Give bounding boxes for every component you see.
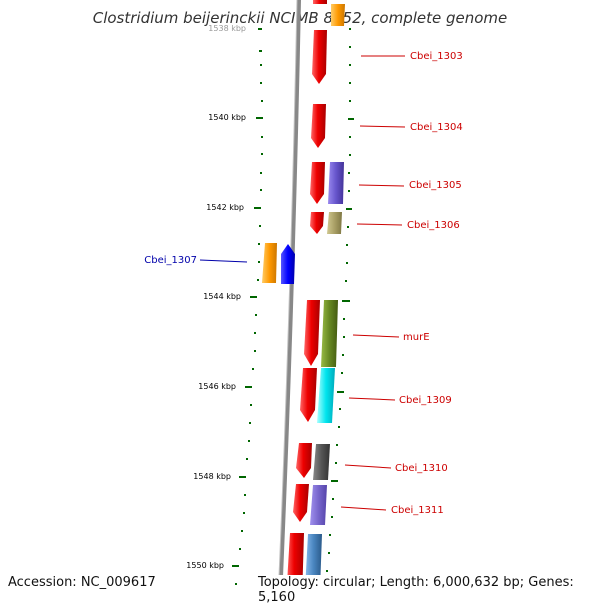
gene-arrow-cbei-1303[interactable] (312, 30, 327, 84)
gene-arrow-cbei-1304[interactable] (311, 104, 326, 148)
gene-label-cbei-1306[interactable]: Cbei_1306 (407, 220, 460, 231)
gene-arrow-cyan-1309[interactable] (317, 368, 335, 423)
gene-label-cbei-1304[interactable]: Cbei_1304 (410, 122, 463, 133)
gene-label-cbei-1305[interactable]: Cbei_1305 (409, 180, 462, 191)
gene-arrow-cbei-1309[interactable] (300, 368, 317, 422)
scale-label: 1540 kbp (208, 113, 246, 122)
scale-ruler-right (326, 28, 354, 572)
accession-text: Accession: NC_009617 (8, 575, 156, 590)
gene-arrow-mure-red[interactable] (304, 300, 320, 366)
gene-arrow-cbei-1310[interactable] (296, 443, 312, 478)
gene-arrow-olive-mure[interactable] (321, 300, 338, 367)
scale-label: 1550 kbp (186, 561, 224, 570)
gene-label-cbei-1310[interactable]: Cbei_1310 (395, 463, 448, 474)
gene-arrow-cbei-1302[interactable] (313, 0, 327, 4)
scale-label: 1542 kbp (206, 203, 244, 212)
gene-arrow-cbei-1306[interactable] (310, 212, 324, 234)
gene-arrow-cbei-1311[interactable] (293, 484, 309, 522)
scale-label: 1548 kbp (193, 472, 231, 481)
genome-backbone-highlight (277, 0, 298, 600)
gene-arrow-purple-1305[interactable] (328, 162, 344, 204)
genome-backbone (278, 0, 301, 600)
gene-arrow-khaki-1306[interactable] (327, 212, 342, 234)
scale-label: 1544 kbp (203, 292, 241, 301)
gene-arrow-orange-1307[interactable] (262, 243, 277, 283)
gene-arrow-lavender-1311[interactable] (310, 485, 327, 525)
gene-arrow-orange-top[interactable] (331, 4, 345, 26)
gene-label-cbei-1303[interactable]: Cbei_1303 (410, 51, 463, 62)
scale-label: 1546 kbp (198, 382, 236, 391)
gene-label-mure[interactable]: murE (403, 332, 430, 343)
gene-label-cbei-1309[interactable]: Cbei_1309 (399, 395, 452, 406)
gene-label-cbei-1311[interactable]: Cbei_1311 (391, 505, 444, 516)
scale-label: 1538 kbp (208, 24, 246, 33)
gene-arrow-blue-1307[interactable] (281, 244, 295, 284)
topology-text: Topology: circular; Length: 6,000,632 bp… (258, 575, 600, 605)
gene-label-cbei-1307[interactable]: Cbei_1307 (144, 255, 197, 266)
scale-ruler-left (232, 28, 263, 585)
gene-arrow-gray-1310[interactable] (313, 444, 330, 480)
gene-arrow-cbei-1305[interactable] (310, 162, 325, 204)
label-connectors (199, 55, 406, 511)
